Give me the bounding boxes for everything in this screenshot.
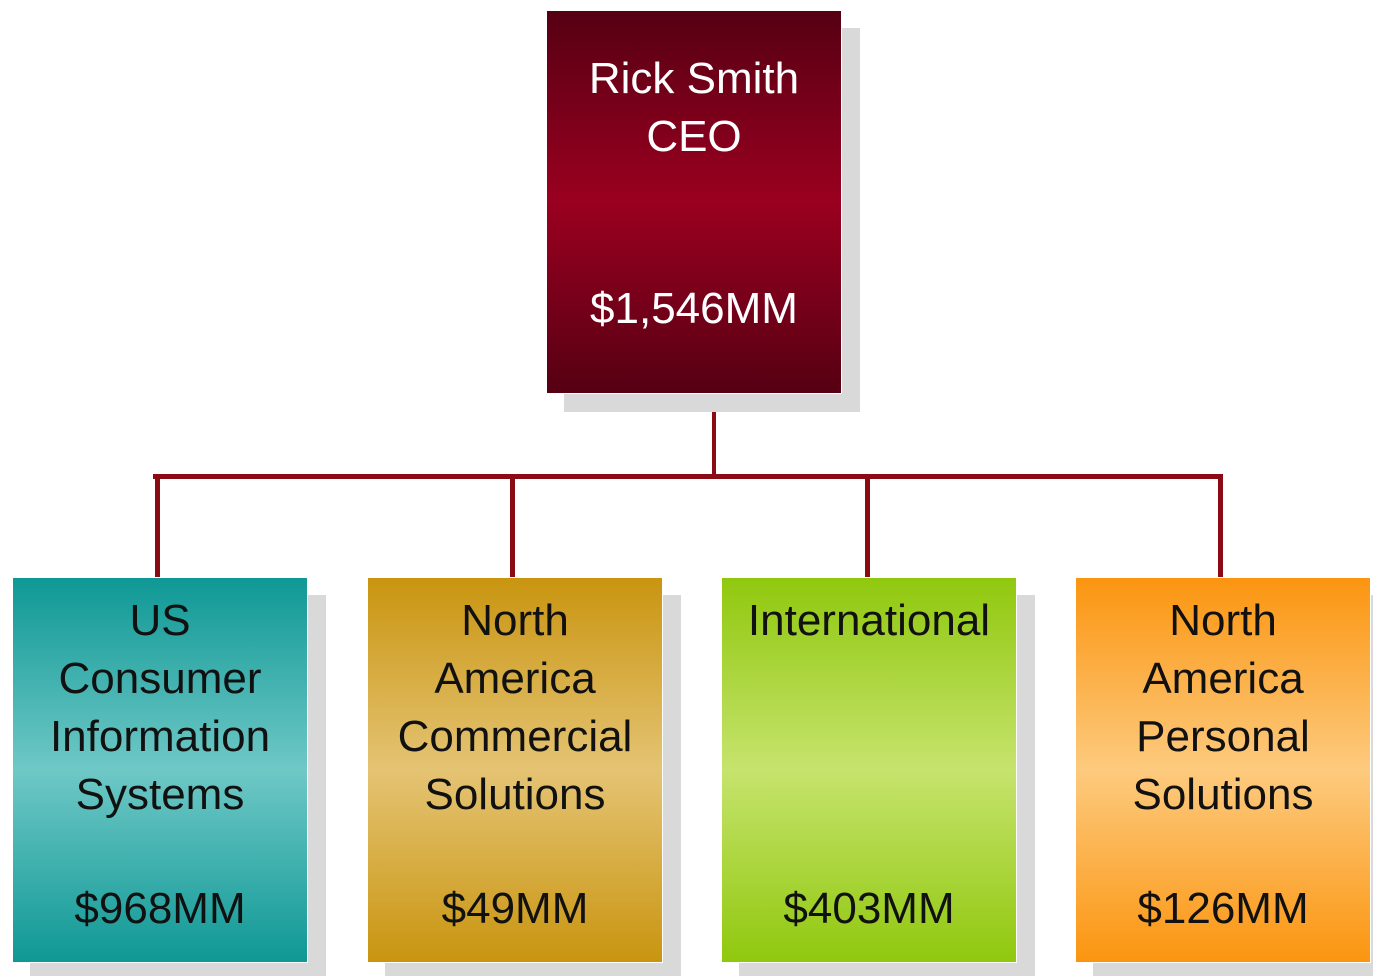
node-label: Systems <box>75 770 245 819</box>
node-value: $1,546MM <box>590 284 798 333</box>
node-value: $403MM <box>783 884 955 933</box>
connector-line <box>155 477 160 577</box>
org-node: North America Personal Solutions $126MM <box>1075 577 1371 963</box>
connector-line <box>510 477 515 577</box>
connector-line <box>153 474 1223 479</box>
org-node: Rick Smith CEO $1,546MM <box>546 10 842 394</box>
org-node: North America Commercial Solutions $49MM <box>367 577 663 963</box>
node-label: US <box>129 596 191 645</box>
node-label: Solutions <box>1132 770 1314 819</box>
node-value: $968MM <box>74 884 246 933</box>
org-node: US Consumer Information Systems $968MM <box>12 577 308 963</box>
org-node: International $403MM <box>721 577 1017 963</box>
node-label: America <box>434 654 596 703</box>
connector-line <box>712 393 716 477</box>
connector-line <box>1218 477 1223 577</box>
node-label: Information <box>49 712 271 761</box>
node-label: Rick Smith <box>588 54 800 103</box>
node-label: America <box>1142 654 1304 703</box>
node-label: Personal <box>1136 712 1310 761</box>
node-label: Consumer <box>58 654 262 703</box>
node-label: CEO <box>646 112 742 161</box>
node-label: North <box>1169 596 1277 645</box>
connector-line <box>865 477 870 577</box>
node-value: $49MM <box>441 884 589 933</box>
node-label: International <box>747 596 991 645</box>
node-label: Solutions <box>424 770 606 819</box>
node-label: Commercial <box>397 712 633 761</box>
node-label: North <box>461 596 569 645</box>
node-value: $126MM <box>1137 884 1309 933</box>
